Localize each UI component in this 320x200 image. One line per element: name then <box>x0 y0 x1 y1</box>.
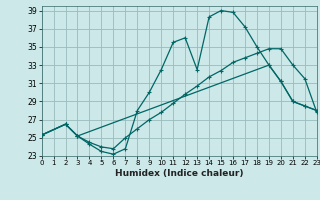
X-axis label: Humidex (Indice chaleur): Humidex (Indice chaleur) <box>115 169 244 178</box>
